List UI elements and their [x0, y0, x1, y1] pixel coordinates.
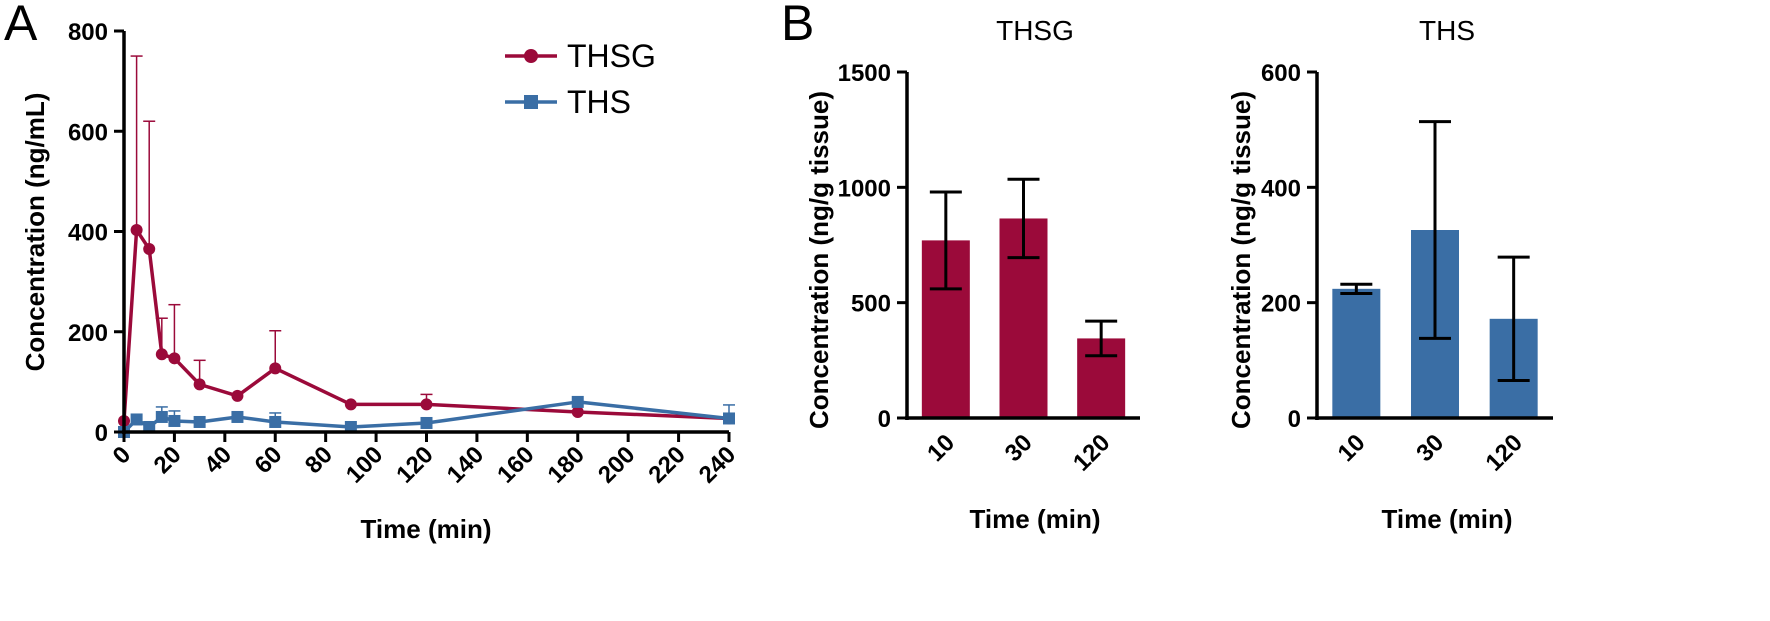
chart-title: THS	[1419, 15, 1475, 46]
data-point	[168, 414, 181, 427]
x-tick-label: 120	[1068, 429, 1115, 476]
data-point	[143, 243, 156, 256]
data-point	[571, 395, 584, 408]
x-tick-label: 20	[149, 441, 187, 479]
data-point	[130, 223, 143, 236]
y-tick-label: 0	[95, 420, 108, 447]
y-tick-label: 200	[1261, 291, 1301, 318]
line-chart-a: Concentration (ng/mL) Time (min) 0200400…	[20, 19, 741, 544]
chart-title: THSG	[996, 15, 1074, 46]
bar-chart-ths: THS Concentration (ng/g tissue) Time (mi…	[1226, 15, 1553, 534]
x-tick-label: 0	[108, 441, 137, 470]
data-point	[420, 416, 433, 429]
x-tick-label: 240	[694, 441, 741, 488]
x-axis-title: Time (min)	[1382, 504, 1513, 534]
series-line-thsg	[122, 228, 730, 422]
data-point	[155, 348, 168, 361]
panel-label-a: A	[4, 0, 38, 51]
data-point	[193, 378, 206, 391]
x-tick-label: 200	[593, 441, 640, 488]
x-tick-label: 10	[922, 429, 960, 467]
y-tick-label: 600	[1261, 60, 1301, 87]
x-tick-label: 100	[341, 441, 388, 488]
y-axis-title: Concentration (ng/mL)	[20, 93, 50, 372]
data-point	[231, 410, 244, 423]
data-point	[143, 420, 156, 433]
data-point	[571, 405, 584, 418]
x-tick-label: 60	[250, 441, 288, 479]
x-axis-title: Time (min)	[970, 504, 1101, 534]
x-tick-label: 30	[1411, 429, 1449, 467]
legend-marker	[524, 95, 538, 109]
data-point	[344, 420, 357, 433]
x-tick-label: 10	[1333, 429, 1371, 467]
x-tick-label: 80	[300, 441, 338, 479]
y-tick-label: 400	[1261, 175, 1301, 202]
y-tick-label: 800	[68, 19, 108, 46]
y-tick-label: 0	[878, 406, 891, 433]
data-point	[168, 352, 181, 365]
bar	[1332, 288, 1381, 418]
y-tick-label: 400	[68, 220, 108, 247]
y-tick-label: 500	[851, 291, 891, 318]
legend-label: THSG	[567, 38, 656, 74]
y-axis-title: Concentration (ng/g tissue)	[804, 91, 834, 429]
data-point	[269, 415, 282, 428]
legend-marker	[524, 49, 538, 63]
panel-label-b: B	[781, 0, 814, 51]
x-tick-label: 120	[391, 441, 438, 488]
x-tick-label: 220	[643, 441, 690, 488]
x-tick-label: 160	[492, 441, 539, 488]
y-tick-label: 1000	[838, 175, 891, 202]
data-point	[130, 413, 143, 426]
legend-label: THS	[567, 84, 631, 120]
data-point	[155, 410, 168, 423]
x-tick-label: 30	[1000, 429, 1038, 467]
data-point	[723, 412, 735, 425]
x-axis-title: Time (min)	[361, 514, 492, 544]
y-tick-label: 200	[68, 320, 108, 347]
y-tick-label: 600	[68, 119, 108, 146]
y-axis-title: Concentration (ng/g tissue)	[1226, 91, 1256, 429]
x-tick-label: 120	[1481, 429, 1528, 476]
bar-chart-thsg: THSG Concentration (ng/g tissue) Time (m…	[804, 15, 1140, 534]
data-point	[344, 398, 357, 411]
x-tick-label: 140	[442, 441, 489, 488]
x-tick-label: 180	[543, 441, 590, 488]
x-tick-label: 40	[199, 441, 237, 479]
data-point	[231, 389, 244, 402]
data-point	[420, 398, 433, 411]
y-tick-label: 0	[1288, 406, 1301, 433]
data-point	[269, 362, 282, 375]
y-tick-label: 1500	[838, 60, 891, 87]
data-point	[193, 415, 206, 428]
